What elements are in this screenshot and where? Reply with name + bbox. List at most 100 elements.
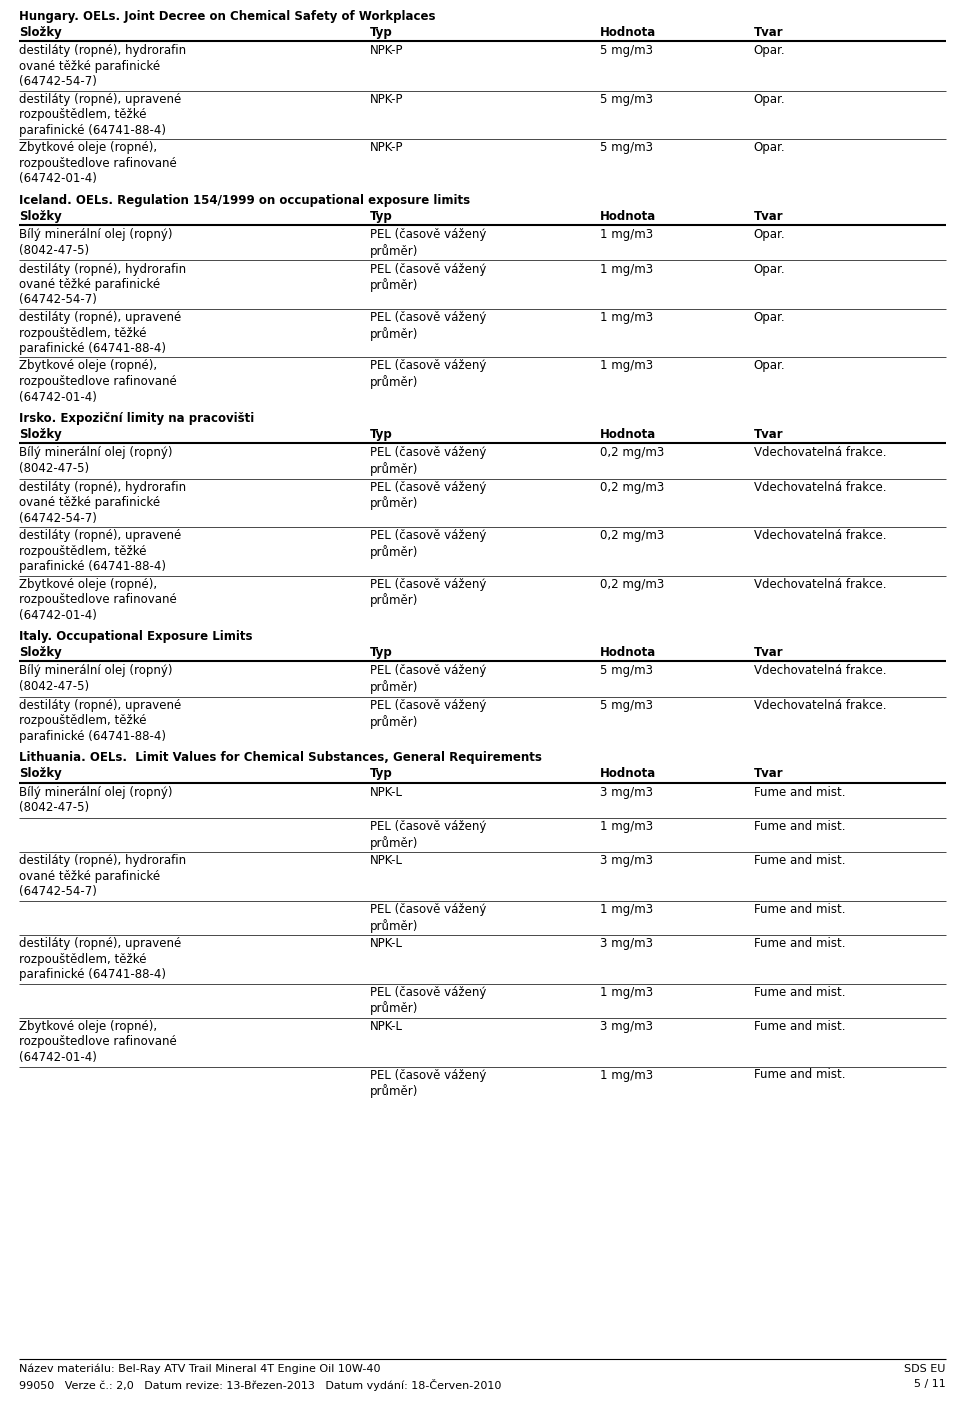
Text: destiláty (ropné), hydrorafin
ované těžké parafinické
(64742-54-7): destiláty (ropné), hydrorafin ované těžk… (19, 481, 186, 525)
Text: Opar.: Opar. (754, 360, 785, 373)
Text: 5 mg/m3: 5 mg/m3 (600, 665, 653, 677)
Text: Fume and mist.: Fume and mist. (754, 1068, 845, 1081)
Text: PEL (časově vážený
průměr): PEL (časově vážený průměr) (370, 229, 486, 258)
Text: PEL (časově vážený
průměr): PEL (časově vážený průměr) (370, 310, 486, 340)
Text: Vdechovatelná frakce.: Vdechovatelná frakce. (754, 698, 886, 711)
Text: Iceland. OELs. Regulation 154/1999 on occupational exposure limits: Iceland. OELs. Regulation 154/1999 on oc… (19, 193, 470, 207)
Text: Opar.: Opar. (754, 262, 785, 275)
Text: Typ: Typ (370, 768, 393, 780)
Text: PEL (časově vážený
průměr): PEL (časově vážený průměr) (370, 903, 486, 933)
Text: Hungary. OELs. Joint Decree on Chemical Safety of Workplaces: Hungary. OELs. Joint Decree on Chemical … (19, 10, 436, 23)
Text: Složky: Složky (19, 210, 62, 223)
Text: destiláty (ropné), upravené
rozpouštědlem, těžké
parafinické (64741-88-4): destiláty (ropné), upravené rozpouštědle… (19, 310, 181, 356)
Text: PEL (časově vážený
průměr): PEL (časově vážený průměr) (370, 698, 486, 728)
Text: Vdechovatelná frakce.: Vdechovatelná frakce. (754, 665, 886, 677)
Text: Bílý minerální olej (ropný)
(8042-47-5): Bílý minerální olej (ropný) (8042-47-5) (19, 446, 173, 476)
Text: Název materiálu: Bel-Ray ATV Trail Mineral 4T Engine Oil 10W-40: Název materiálu: Bel-Ray ATV Trail Miner… (19, 1364, 381, 1374)
Text: Tvar: Tvar (754, 768, 783, 780)
Text: Hodnota: Hodnota (600, 210, 657, 223)
Text: NPK-P: NPK-P (370, 93, 403, 106)
Text: Fume and mist.: Fume and mist. (754, 1020, 845, 1033)
Text: Vdechovatelná frakce.: Vdechovatelná frakce. (754, 481, 886, 494)
Text: 3 mg/m3: 3 mg/m3 (600, 786, 653, 799)
Text: 0,2 mg/m3: 0,2 mg/m3 (600, 446, 664, 460)
Text: Opar.: Opar. (754, 141, 785, 154)
Text: PEL (časově vážený
průměr): PEL (časově vážený průměr) (370, 1068, 486, 1098)
Text: destiláty (ropné), upravené
rozpouštědlem, těžké
parafinické (64741-88-4): destiláty (ropné), upravené rozpouštědle… (19, 937, 181, 981)
Text: 1 mg/m3: 1 mg/m3 (600, 262, 653, 275)
Text: destiláty (ropné), hydrorafin
ované těžké parafinické
(64742-54-7): destiláty (ropné), hydrorafin ované těžk… (19, 44, 186, 89)
Text: destiláty (ropné), hydrorafin
ované těžké parafinické
(64742-54-7): destiláty (ropné), hydrorafin ované těžk… (19, 262, 186, 306)
Text: PEL (časově vážený
průměr): PEL (časově vážený průměr) (370, 665, 486, 694)
Text: PEL (časově vážený
průměr): PEL (časově vážený průměr) (370, 986, 486, 1016)
Text: Typ: Typ (370, 428, 393, 442)
Text: NPK-L: NPK-L (370, 937, 402, 950)
Text: Hodnota: Hodnota (600, 646, 657, 659)
Text: Tvar: Tvar (754, 646, 783, 659)
Text: Bílý minerální olej (ropný)
(8042-47-5): Bílý minerální olej (ropný) (8042-47-5) (19, 665, 173, 693)
Text: SDS EU: SDS EU (904, 1364, 946, 1374)
Text: 3 mg/m3: 3 mg/m3 (600, 1020, 653, 1033)
Text: 99050   Verze č.: 2,0   Datum revize: 13-Březen-2013   Datum vydání: 18-Červen-2: 99050 Verze č.: 2,0 Datum revize: 13-Bře… (19, 1380, 501, 1391)
Text: 3 mg/m3: 3 mg/m3 (600, 854, 653, 868)
Text: PEL (časově vážený
průměr): PEL (časově vážený průměr) (370, 577, 486, 607)
Text: Hodnota: Hodnota (600, 27, 657, 40)
Text: Složky: Složky (19, 646, 62, 659)
Text: PEL (časově vážený
průměr): PEL (časově vážený průměr) (370, 529, 486, 559)
Text: Zbytkové oleje (ropné),
rozpouštedlove rafinované
(64742-01-4): Zbytkové oleje (ropné), rozpouštedlove r… (19, 360, 177, 404)
Text: PEL (časově vážený
průměr): PEL (časově vážený průměr) (370, 820, 486, 849)
Text: 5 mg/m3: 5 mg/m3 (600, 698, 653, 711)
Text: destiláty (ropné), hydrorafin
ované těžké parafinické
(64742-54-7): destiláty (ropné), hydrorafin ované těžk… (19, 854, 186, 899)
Text: Fume and mist.: Fume and mist. (754, 986, 845, 999)
Text: Tvar: Tvar (754, 428, 783, 442)
Text: destiláty (ropné), upravené
rozpouštědlem, těžké
parafinické (64741-88-4): destiláty (ropné), upravené rozpouštědle… (19, 698, 181, 742)
Text: Vdechovatelná frakce.: Vdechovatelná frakce. (754, 577, 886, 591)
Text: Tvar: Tvar (754, 210, 783, 223)
Text: Hodnota: Hodnota (600, 768, 657, 780)
Text: destiláty (ropné), upravené
rozpouštědlem, těžké
parafinické (64741-88-4): destiláty (ropné), upravené rozpouštědle… (19, 529, 181, 573)
Text: Opar.: Opar. (754, 93, 785, 106)
Text: Opar.: Opar. (754, 310, 785, 325)
Text: Zbytkové oleje (ropné),
rozpouštedlove rafinované
(64742-01-4): Zbytkové oleje (ropné), rozpouštedlove r… (19, 141, 177, 185)
Text: Složky: Složky (19, 768, 62, 780)
Text: destiláty (ropné), upravené
rozpouštědlem, těžké
parafinické (64741-88-4): destiláty (ropné), upravené rozpouštědle… (19, 93, 181, 137)
Text: PEL (časově vážený
průměr): PEL (časově vážený průměr) (370, 262, 486, 292)
Text: 5 mg/m3: 5 mg/m3 (600, 93, 653, 106)
Text: 1 mg/m3: 1 mg/m3 (600, 820, 653, 832)
Text: Složky: Složky (19, 428, 62, 442)
Text: Vdechovatelná frakce.: Vdechovatelná frakce. (754, 446, 886, 460)
Text: 0,2 mg/m3: 0,2 mg/m3 (600, 577, 664, 591)
Text: 0,2 mg/m3: 0,2 mg/m3 (600, 481, 664, 494)
Text: Opar.: Opar. (754, 44, 785, 58)
Text: 1 mg/m3: 1 mg/m3 (600, 360, 653, 373)
Text: 3 mg/m3: 3 mg/m3 (600, 937, 653, 950)
Text: PEL (časově vážený
průměr): PEL (časově vážený průměr) (370, 360, 486, 389)
Text: Typ: Typ (370, 646, 393, 659)
Text: Zbytkové oleje (ropné),
rozpouštedlove rafinované
(64742-01-4): Zbytkové oleje (ropné), rozpouštedlove r… (19, 577, 177, 622)
Text: Lithuania. OELs.  Limit Values for Chemical Substances, General Requirements: Lithuania. OELs. Limit Values for Chemic… (19, 751, 542, 765)
Text: 1 mg/m3: 1 mg/m3 (600, 310, 653, 325)
Text: Italy. Occupational Exposure Limits: Italy. Occupational Exposure Limits (19, 631, 252, 643)
Text: NPK-P: NPK-P (370, 141, 403, 154)
Text: Složky: Složky (19, 27, 62, 40)
Text: Irsko. Expoziční limity na pracovišti: Irsko. Expoziční limity na pracovišti (19, 412, 254, 425)
Text: NPK-P: NPK-P (370, 44, 403, 58)
Text: Fume and mist.: Fume and mist. (754, 903, 845, 916)
Text: 5 / 11: 5 / 11 (914, 1380, 946, 1390)
Text: Bílý minerální olej (ropný)
(8042-47-5): Bílý minerální olej (ropný) (8042-47-5) (19, 786, 173, 814)
Text: Fume and mist.: Fume and mist. (754, 786, 845, 799)
Text: Typ: Typ (370, 210, 393, 223)
Text: Typ: Typ (370, 27, 393, 40)
Text: Hodnota: Hodnota (600, 428, 657, 442)
Text: 5 mg/m3: 5 mg/m3 (600, 44, 653, 58)
Text: 0,2 mg/m3: 0,2 mg/m3 (600, 529, 664, 542)
Text: NPK-L: NPK-L (370, 786, 402, 799)
Text: Fume and mist.: Fume and mist. (754, 937, 845, 950)
Text: 1 mg/m3: 1 mg/m3 (600, 986, 653, 999)
Text: PEL (časově vážený
průměr): PEL (časově vážený průměr) (370, 481, 486, 511)
Text: NPK-L: NPK-L (370, 854, 402, 868)
Text: PEL (časově vážený
průměr): PEL (časově vážený průměr) (370, 446, 486, 476)
Text: Zbytkové oleje (ropné),
rozpouštedlove rafinované
(64742-01-4): Zbytkové oleje (ropné), rozpouštedlove r… (19, 1020, 177, 1064)
Text: Fume and mist.: Fume and mist. (754, 854, 845, 868)
Text: 1 mg/m3: 1 mg/m3 (600, 903, 653, 916)
